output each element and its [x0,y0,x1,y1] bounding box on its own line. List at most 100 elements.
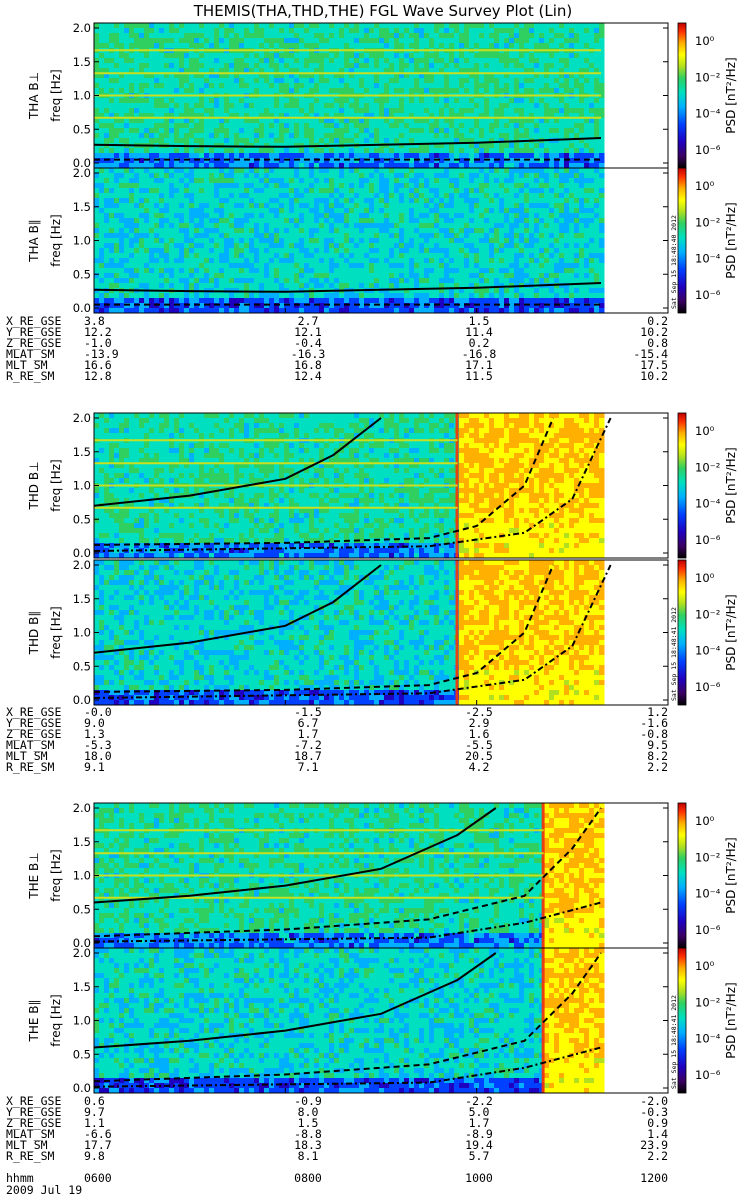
ephemeris-label: Z_RE_GSE [6,727,61,741]
ephemeris-value: 9.1 [84,760,105,774]
panel-name: THD B∥ [27,611,41,656]
ephemeris-value: 8.0 [298,1105,319,1119]
colorbar-tick-label: 10⁰ [695,959,715,973]
ephemeris-value: 0.2 [647,314,668,328]
y-tick-label: 0.5 [73,659,91,673]
ephemeris-value: 10.2 [640,325,668,339]
colorbar-label: PSD [nT²/Hz] [724,982,738,1058]
ephemeris-value: 12.1 [294,325,322,339]
colorbar-tick-label: 10⁻⁴ [695,1032,721,1046]
ephemeris-value: -5.5 [465,738,493,752]
date-label: 2009 Jul 19 [6,1183,82,1197]
ephemeris-value: 1.7 [298,727,319,741]
ephemeris-value: -13.9 [84,347,119,361]
colorbar-tick-label: 10⁻⁴ [695,644,721,658]
spectrogram-cells [94,560,605,706]
ephemeris-label: X_RE_GSE [6,1094,61,1108]
colorbar-tick-label: 10⁻⁴ [695,497,721,511]
colorbar [677,559,687,706]
ephemeris-value: 11.5 [465,369,493,383]
ephemeris-value: 1.5 [469,314,490,328]
colorbar-tick-label: 10⁻² [695,215,720,229]
panel-4: 0.0 0.5 1.0 1.5 2.0 THE B⊥ freq [Hz] 10⁰ 10⁻² 10⁻… [27,801,738,950]
colorbar-tick-label: 10⁰ [695,424,715,438]
ephemeris-value: 0.2 [469,336,490,350]
colorbar-tick-label: 10⁻⁶ [695,288,721,302]
ephemeris-value: 5.7 [469,1149,490,1163]
colorbar-label: PSD [nT²/Hz] [724,447,738,523]
colorbar-tick-label: 10⁻⁶ [695,533,721,547]
ephemeris-value: 9.7 [84,1105,105,1119]
dashed-curve [93,952,602,1083]
dashdot-curve [93,1046,602,1088]
panel-1: 0.0 0.5 1.0 1.5 2.0 THA B∥ freq [Hz] 10⁰ 10⁻² 10⁻… [27,166,738,315]
ephemeris-value: -0.3 [640,1105,668,1119]
ephemeris-value: 5.0 [469,1105,490,1119]
ephemeris-label: X_RE_GSE [6,705,61,719]
y-tick-label: 2.0 [73,558,91,572]
ephemeris-value: -0.0 [84,705,112,719]
y-tick-label: 2.0 [73,946,91,960]
solid-curve [93,952,497,1049]
ephemeris-label: R_RE_SM [6,760,55,774]
y-tick-label: 1.5 [73,55,91,69]
ephemeris-value: -1.0 [84,336,112,350]
ephemeris-value: -2.2 [465,1094,493,1108]
plot-area: 0.0 0.5 1.0 1.5 2.0 THA B⊥ freq [Hz] 10⁰ 10⁻² 10⁻… [6,21,738,1197]
ephemeris-value: 17.5 [640,358,668,372]
colorbar [677,22,687,169]
ephemeris-value: 18.7 [294,749,322,763]
y-tick-label: 2.0 [73,166,91,180]
y-axis-label: freq [Hz] [49,69,63,121]
ephemeris-value: 9.0 [84,716,105,730]
y-tick-label: 1.5 [73,980,91,994]
ephemeris-value: 1.6 [469,727,490,741]
y-tick-label: 1.0 [73,1014,91,1028]
ephemeris-value: 19.4 [465,1138,493,1152]
y-tick-label: 1.5 [73,835,91,849]
panel-name: THD B⊥ [27,461,41,510]
panel-name: THE B∥ [27,1000,41,1043]
colorbar-tick-label: 10⁻⁴ [695,887,721,901]
ephemeris-value: 16.6 [84,358,112,372]
colorbar-tick-label: 10⁰ [695,179,715,193]
ephemeris-value: 2.2 [647,1149,668,1163]
ephemeris-value: 7.1 [298,760,319,774]
colorbar [677,412,687,559]
enhancement-edge [455,560,459,705]
colorbar-tick-label: 10⁻² [695,460,720,474]
ephemeris-value: 6.7 [298,716,319,730]
panel-2: 0.0 0.5 1.0 1.5 2.0 THD B⊥ freq [Hz] 10⁰ 10⁻² 10⁻… [27,411,738,560]
ephemeris-value: -5.3 [84,738,112,752]
y-tick-label: 1.0 [73,479,91,493]
ephemeris-label: X_RE_GSE [6,314,61,328]
y-tick-label: 2.0 [73,21,91,35]
ephemeris-label: Y_RE_GSE [6,1105,61,1119]
ephemeris-label: Y_RE_GSE [6,716,61,730]
solid-curve [93,807,497,904]
ephemeris-value: 3.8 [84,314,105,328]
ephemeris-value: 12.8 [84,369,112,383]
y-tick-label: 0.5 [73,122,91,136]
colorbar-tick-label: 10⁰ [695,814,715,828]
time-tick-label: 1200 [640,1171,668,1185]
y-axis-label: freq [Hz] [49,606,63,658]
ephemeris-value: 23.9 [640,1138,668,1152]
colorbar-tick-label: 10⁻⁴ [695,252,721,266]
ephemeris-value: -1.6 [640,716,668,730]
time-axis: hhmm 0600 0800 1000 1200 2009 Jul 19 [6,1171,668,1197]
ephemeris-value: -6.6 [84,1127,112,1141]
solid-curve [93,282,602,293]
colorbar-tick-label: 10⁰ [695,34,715,48]
y-tick-label: 0.0 [73,936,91,950]
ephemeris-value: 4.2 [469,760,490,774]
ephemeris-value: -0.8 [640,727,668,741]
ephemeris-value: 18.3 [294,1138,322,1152]
colorbar [677,167,687,314]
ephemeris-value: 0.9 [647,1116,668,1130]
panel-name: THE B⊥ [27,852,41,899]
ephemeris-value: -8.8 [294,1127,322,1141]
time-tick-label: 0800 [294,1171,322,1185]
ephemeris-value: -2.5 [465,705,493,719]
y-tick-label: 2.0 [73,411,91,425]
